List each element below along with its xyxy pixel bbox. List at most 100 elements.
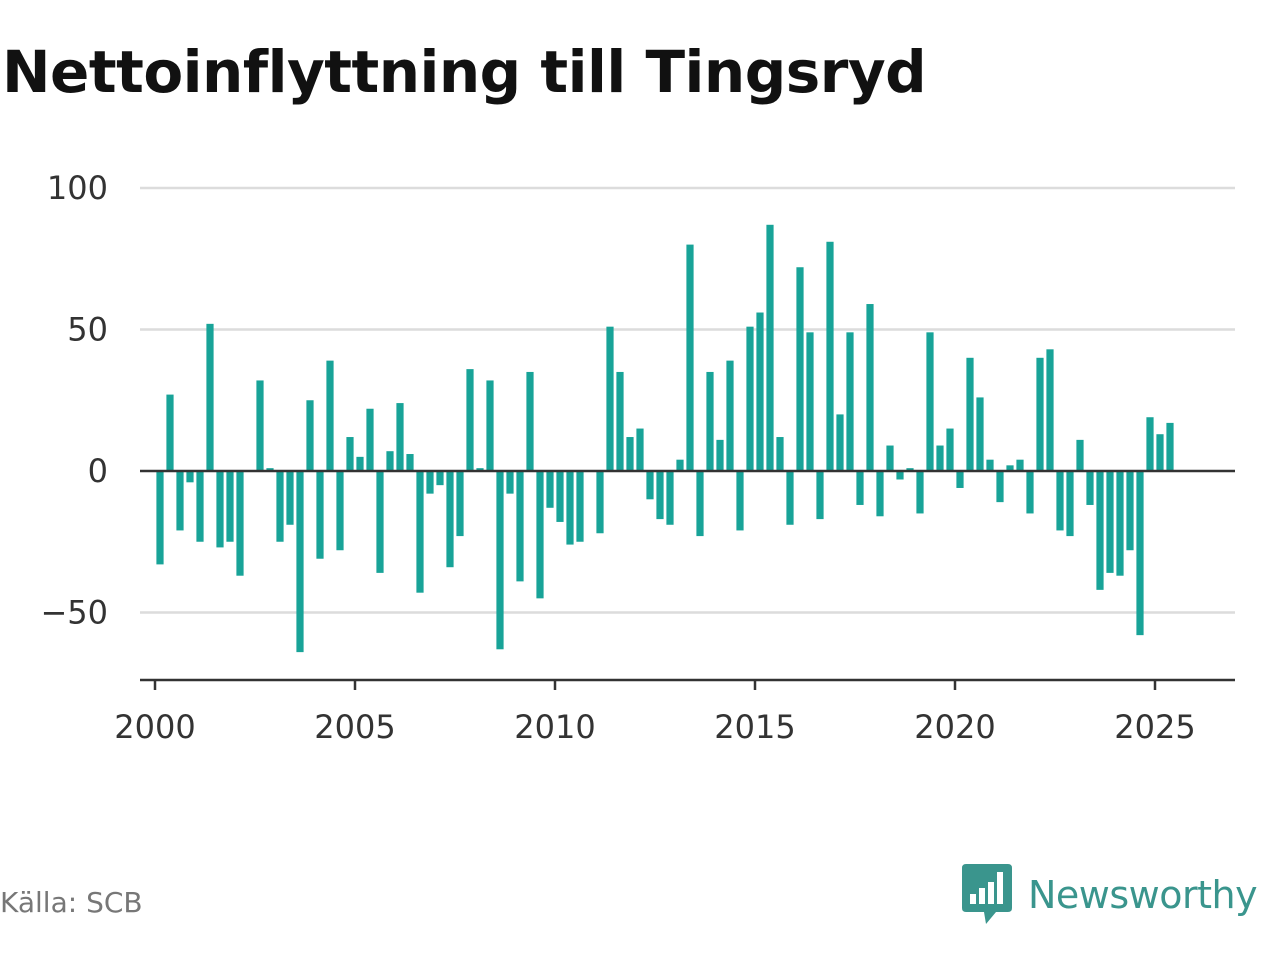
bar bbox=[936, 445, 944, 471]
bar bbox=[926, 332, 934, 471]
bar bbox=[776, 437, 784, 471]
bar bbox=[1036, 357, 1044, 471]
bar bbox=[366, 408, 374, 471]
bar bbox=[1026, 471, 1034, 514]
bar bbox=[556, 471, 564, 522]
bar bbox=[296, 471, 304, 653]
bar bbox=[966, 357, 974, 471]
y-tick-label: 50 bbox=[67, 311, 108, 349]
bar bbox=[726, 360, 734, 471]
bar bbox=[216, 471, 224, 548]
bar bbox=[316, 471, 324, 559]
bar bbox=[866, 304, 874, 471]
y-tick-label: 100 bbox=[47, 169, 108, 207]
bar-chart: 100 50 0 −50 2000 2005 2010 2015 2020 2025 bbox=[40, 169, 1235, 746]
bar bbox=[1086, 471, 1094, 505]
source-label: Källa: SCB bbox=[0, 886, 143, 919]
bar bbox=[1146, 417, 1154, 471]
bar bbox=[1156, 434, 1164, 471]
bar bbox=[1126, 471, 1134, 551]
bar bbox=[286, 471, 294, 525]
bar bbox=[426, 471, 434, 494]
bar bbox=[276, 471, 284, 542]
brand-logo[interactable]: Newsworthy bbox=[962, 862, 1258, 928]
bar bbox=[676, 459, 684, 471]
bar bbox=[356, 456, 364, 471]
chart-title: Nettoinflyttning till Tingsryd bbox=[2, 38, 927, 106]
bar bbox=[1166, 422, 1174, 471]
bar bbox=[826, 241, 834, 471]
bar bbox=[1056, 471, 1064, 531]
bar bbox=[1016, 459, 1024, 471]
bar bbox=[306, 400, 314, 471]
bar bbox=[736, 471, 744, 531]
bar bbox=[516, 471, 524, 582]
bar bbox=[606, 326, 614, 471]
bar bbox=[486, 380, 494, 471]
bar bbox=[956, 471, 964, 488]
newsworthy-icon bbox=[962, 864, 1012, 924]
bar bbox=[986, 459, 994, 471]
bar bbox=[266, 468, 274, 471]
bar bbox=[156, 471, 164, 565]
bar bbox=[1106, 471, 1114, 573]
bar bbox=[666, 471, 674, 525]
bar bbox=[616, 371, 624, 471]
bar bbox=[896, 471, 904, 480]
bar bbox=[336, 471, 344, 551]
bar bbox=[1116, 471, 1124, 576]
bar bbox=[746, 326, 754, 471]
bar bbox=[696, 471, 704, 537]
bar bbox=[536, 471, 544, 599]
bar bbox=[686, 244, 694, 471]
bar bbox=[796, 267, 804, 471]
bar bbox=[476, 468, 484, 471]
bar bbox=[976, 397, 984, 471]
bar bbox=[376, 471, 384, 573]
bar bbox=[436, 471, 444, 486]
bars bbox=[156, 224, 1174, 653]
bar bbox=[996, 471, 1004, 503]
bar bbox=[446, 471, 454, 568]
bar bbox=[1046, 349, 1054, 471]
bar bbox=[1006, 465, 1014, 471]
x-tick-label: 2025 bbox=[1114, 708, 1195, 746]
bar bbox=[596, 471, 604, 534]
bar bbox=[886, 445, 894, 471]
bar bbox=[1136, 471, 1144, 636]
bar bbox=[186, 471, 194, 483]
x-tick-label: 2000 bbox=[114, 708, 195, 746]
bar bbox=[176, 471, 184, 531]
bar bbox=[236, 471, 244, 576]
bar bbox=[466, 369, 474, 471]
bar bbox=[1076, 439, 1084, 471]
bar bbox=[496, 471, 504, 650]
bar bbox=[416, 471, 424, 593]
bar bbox=[196, 471, 204, 542]
y-tick-label: −50 bbox=[40, 594, 108, 632]
bar bbox=[846, 332, 854, 471]
x-tick-label: 2010 bbox=[514, 708, 595, 746]
bar bbox=[766, 224, 774, 471]
bar bbox=[806, 332, 814, 471]
bar bbox=[346, 437, 354, 471]
bar bbox=[626, 437, 634, 471]
x-tick-label: 2015 bbox=[714, 708, 795, 746]
bar bbox=[506, 471, 514, 494]
bar bbox=[576, 471, 584, 542]
bar bbox=[646, 471, 654, 500]
bar bbox=[946, 428, 954, 471]
tick-labels: 100 50 0 −50 2000 2005 2010 2015 2020 2025 bbox=[40, 169, 1195, 746]
bar bbox=[636, 428, 644, 471]
brand-name: Newsworthy bbox=[1028, 873, 1258, 917]
bar bbox=[206, 323, 214, 471]
bar bbox=[706, 371, 714, 471]
bar bbox=[916, 471, 924, 514]
bar bbox=[326, 360, 334, 471]
bar bbox=[546, 471, 554, 508]
x-tick-label: 2020 bbox=[914, 708, 995, 746]
bar bbox=[406, 454, 414, 471]
bar bbox=[906, 468, 914, 471]
bar bbox=[396, 403, 404, 471]
bar bbox=[456, 471, 464, 537]
